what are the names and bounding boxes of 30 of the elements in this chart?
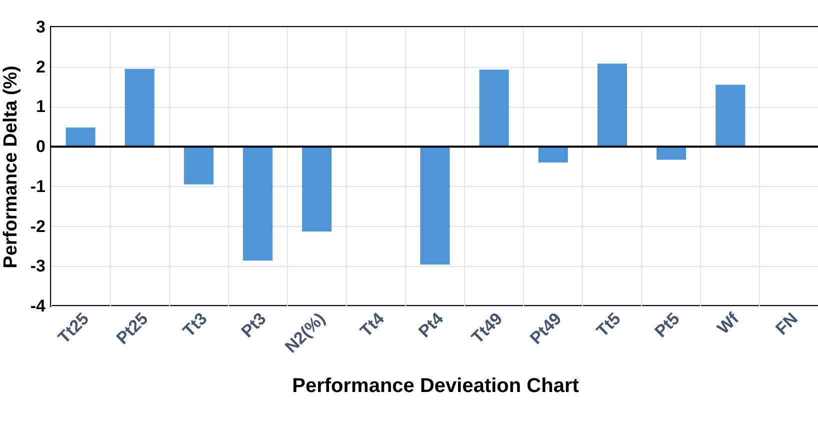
y-tick-label: -2 <box>30 216 46 236</box>
bar <box>243 146 273 261</box>
x-tick-label: Pt5 <box>651 309 684 342</box>
bar <box>597 64 627 147</box>
y-tick-label: -1 <box>30 176 46 196</box>
y-tick-label: -4 <box>30 296 46 316</box>
x-tick-label: Tt49 <box>468 309 506 348</box>
bar <box>302 146 332 232</box>
x-tick-label: Pt3 <box>238 309 270 342</box>
bar <box>538 146 568 163</box>
y-tick-label: 2 <box>36 57 46 76</box>
x-tick-label: FN <box>772 309 802 339</box>
y-axis-title: Performance Delta (%) <box>0 66 22 268</box>
bar <box>124 68 154 147</box>
y-tick-label: 3 <box>36 18 46 36</box>
x-tick-label: Wf <box>714 308 743 338</box>
bar <box>479 70 509 147</box>
bar <box>716 84 746 147</box>
x-tick-label: Tt5 <box>592 309 624 341</box>
y-tick-label: 0 <box>36 137 46 156</box>
y-tick-label: -3 <box>30 256 46 276</box>
bar <box>656 146 686 160</box>
x-tick-label: Tt3 <box>179 309 211 341</box>
bar <box>184 146 214 184</box>
x-tick-label: Pt4 <box>414 308 448 342</box>
x-axis-title: Performance Devieation Chart <box>292 374 580 397</box>
y-tick-label: 1 <box>36 97 46 116</box>
bar <box>420 146 450 265</box>
x-tick-label: Tt4 <box>356 308 388 341</box>
bar <box>66 127 96 147</box>
